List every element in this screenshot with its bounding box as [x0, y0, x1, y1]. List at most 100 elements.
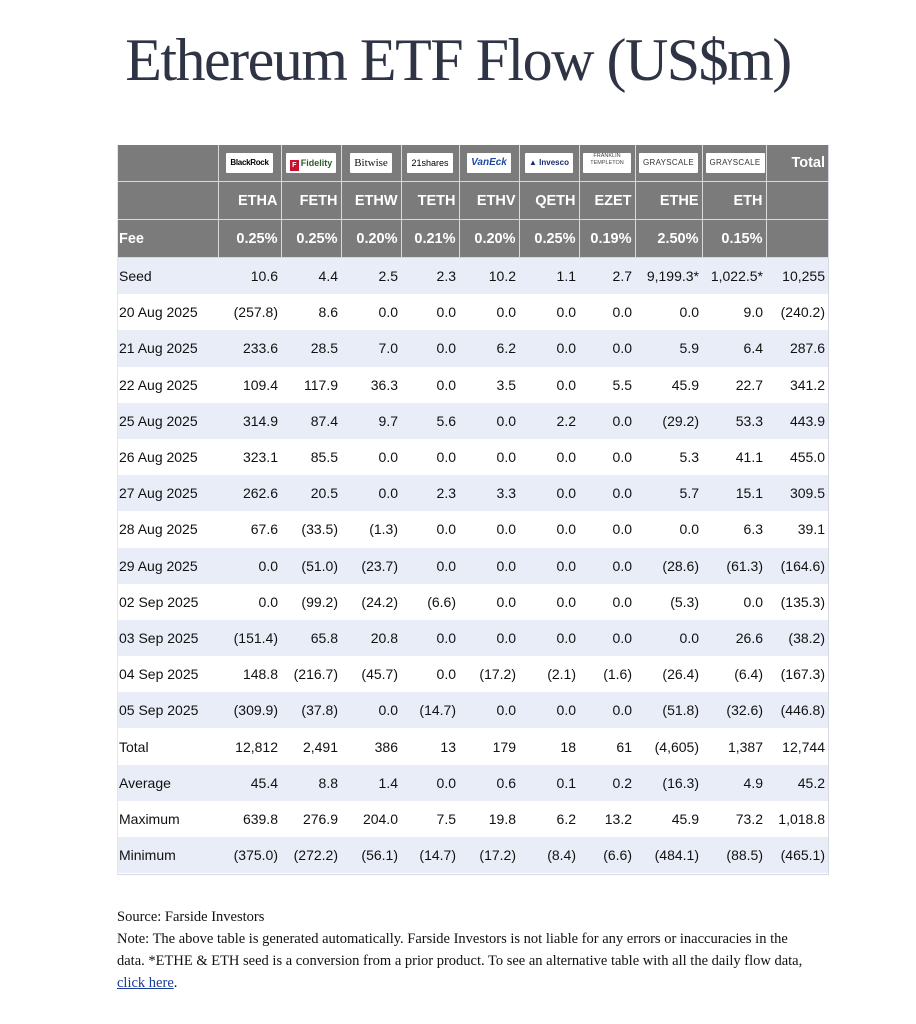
value-cell: (6.6) — [427, 593, 456, 610]
total-cell: 10,255 — [766, 257, 828, 295]
fidelity-logo: F Fidelity — [285, 153, 337, 173]
value-cell: 3.3 — [459, 475, 519, 512]
table-row: 20 Aug 2025 (257.8) 8.6 0.0 0.0 0.0 0.0 0.0 0.0 9… — [117, 294, 828, 330]
row-label: 21 Aug 2025 — [117, 330, 218, 367]
value-cell: (88.5) — [702, 837, 766, 874]
value-cell: 0.0 — [556, 521, 576, 538]
value-cell: (37.8) — [281, 692, 341, 729]
value-cell: 5.9 — [635, 330, 702, 367]
value-cell: 12,812 — [235, 738, 278, 755]
value-cell: 0.0 — [459, 547, 519, 584]
value-cell: 5.7 — [635, 475, 702, 512]
value-cell: (6.4) — [734, 666, 763, 683]
value-cell: 233.6 — [218, 330, 281, 367]
value-cell: (45.7) — [361, 666, 398, 683]
row-label: 04 Sep 2025 — [119, 666, 199, 683]
value-cell: 65.8 — [281, 619, 341, 657]
table-row: Total 12,812 2,491 386 13 179 18 61 (4,605) 1,387… — [117, 728, 828, 764]
value-cell: 0.0 — [519, 619, 579, 657]
table-row: 02 Sep 2025 0.0 (99.2) (24.2) (6.6) 0.0 0.0 0.0… — [117, 584, 828, 620]
ticker-cell: ETHE — [635, 181, 703, 220]
value-cell: 8.6 — [318, 304, 338, 321]
value-cell: 386 — [374, 738, 398, 755]
value-cell: 0.0 — [496, 593, 516, 610]
value-cell: 0.0 — [579, 475, 635, 512]
value-cell: 0.0 — [679, 521, 699, 538]
table-row: 28 Aug 2025 67.6 (33.5) (1.3) 0.0 0.0 0.0 0.0 0.… — [117, 511, 828, 547]
value-cell: (309.9) — [218, 692, 281, 729]
value-cell: (257.8) — [233, 304, 278, 321]
franklin-templeton-logo: FRANKLIN TEMPLETON — [583, 153, 631, 173]
ticker-cell: QETH — [519, 181, 580, 220]
value-cell: 0.0 — [679, 304, 699, 321]
total-cell: (38.2) — [766, 619, 828, 657]
value-cell: 0.0 — [378, 449, 398, 466]
table-row: 25 Aug 2025 314.9 87.4 9.7 5.6 0.0 2.2 0.0 (29.2… — [117, 402, 828, 439]
value-cell: 28.5 — [281, 330, 341, 367]
corner-cell — [117, 145, 219, 182]
value-cell: 45.9 — [671, 376, 699, 393]
total-cell: (240.2) — [780, 304, 825, 321]
row-label: 28 Aug 2025 — [119, 521, 198, 538]
value-cell: 262.6 — [218, 475, 281, 512]
value-cell: 117.9 — [304, 376, 338, 393]
value-cell: 0.0 — [341, 692, 401, 729]
value-cell: (216.7) — [293, 666, 338, 683]
blackrock-logo: BlackRock — [226, 153, 273, 173]
value-cell: 3.5 — [496, 376, 516, 393]
click-here-link[interactable]: click here — [117, 975, 174, 991]
value-cell: 1.4 — [341, 764, 401, 801]
value-cell: 0.0 — [341, 475, 401, 512]
fee-cell: 0.20% — [341, 219, 402, 258]
fee-cell: 0.15% — [702, 219, 767, 258]
value-cell: 1,022.5* — [702, 257, 766, 295]
value-cell: 19.8 — [488, 810, 516, 827]
value-cell: 0.0 — [401, 330, 459, 367]
value-cell: 179 — [492, 738, 516, 755]
value-cell: 6.2 — [459, 330, 519, 367]
value-cell: 314.9 — [218, 402, 281, 439]
table-row: 22 Aug 2025 109.4 117.9 36.3 0.0 3.5 0.0 5.5 45.… — [117, 367, 828, 403]
value-cell: (17.2) — [459, 837, 519, 874]
bitwise-logo: Bitwise — [350, 153, 392, 173]
value-cell: (5.3) — [670, 593, 699, 610]
value-cell: (24.2) — [361, 593, 398, 610]
fee-cell: 0.25% — [281, 219, 342, 258]
value-cell: 9.7 — [341, 402, 401, 439]
fee-cell: 0.25% — [218, 219, 282, 258]
invesco-logo: ▲ Invesco — [525, 153, 573, 173]
table-row: 26 Aug 2025 323.1 85.5 0.0 0.0 0.0 0.0 0.0 5.3 41… — [117, 439, 828, 475]
value-cell: 15.1 — [702, 475, 766, 512]
value-cell: 0.0 — [743, 593, 763, 610]
value-cell: 0.0 — [436, 449, 456, 466]
value-cell: 0.0 — [496, 449, 516, 466]
value-cell: 9,199.3* — [635, 257, 702, 295]
fee-cell: 0.20% — [459, 219, 520, 258]
ticker-row: ETHA FETH ETHW TETH ETHV QETH EZET ETHE … — [117, 181, 828, 220]
table-row: Seed 10.6 4.4 2.5 2.3 10.2 1.1 2.7 9,199.3* 1,022… — [117, 257, 828, 295]
value-cell: 0.0 — [612, 449, 632, 466]
value-cell: 9.0 — [743, 304, 763, 321]
ticker-cell: TETH — [401, 181, 460, 220]
value-cell: 5.5 — [612, 376, 632, 393]
total-cell: (135.3) — [780, 593, 825, 610]
value-cell: 2.2 — [519, 402, 579, 439]
value-cell: (61.3) — [702, 547, 766, 584]
etf-flow-table: BlackRock F Fidelity Bitwise 21shares Van… — [117, 145, 828, 874]
row-label: 25 Aug 2025 — [117, 402, 218, 439]
value-cell: 639.8 — [242, 810, 278, 827]
value-cell: 0.0 — [612, 521, 632, 538]
value-cell: (1.3) — [369, 521, 398, 538]
value-cell: 2.7 — [579, 257, 635, 295]
value-cell: (1.6) — [603, 666, 632, 683]
value-cell: (6.6) — [579, 837, 635, 874]
value-cell: (28.6) — [635, 547, 702, 584]
value-cell: (151.4) — [218, 619, 281, 657]
value-cell: 2.3 — [401, 475, 459, 512]
row-label: 27 Aug 2025 — [117, 475, 218, 512]
value-cell: 0.0 — [556, 593, 576, 610]
total-cell: (164.6) — [766, 547, 828, 584]
value-cell: 0.0 — [496, 304, 516, 321]
value-cell: (14.7) — [401, 837, 459, 874]
value-cell: 0.0 — [519, 547, 579, 584]
